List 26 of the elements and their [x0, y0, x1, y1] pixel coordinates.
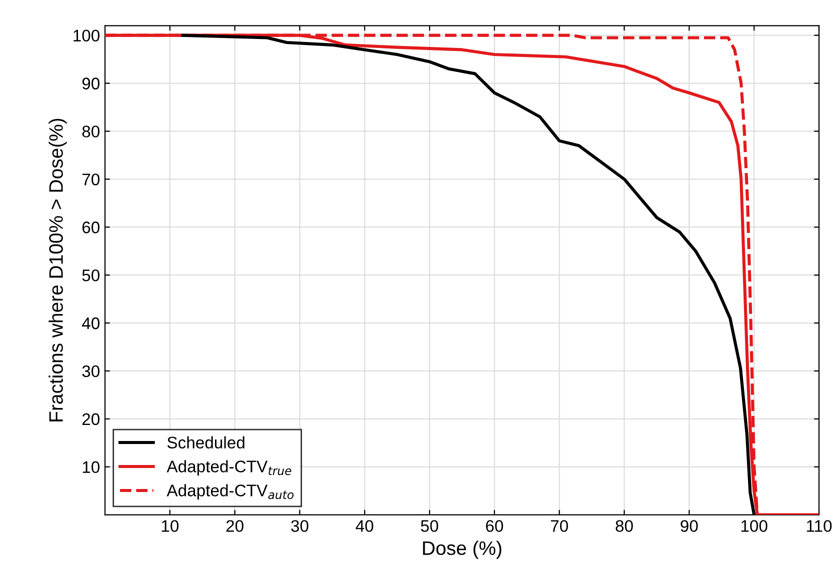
x-tick-label: 10	[162, 520, 179, 532]
x-tick-label: 70	[550, 520, 568, 532]
x-tick-label: 40	[356, 520, 374, 532]
x-tick-label: 20	[226, 520, 244, 532]
y-tick-label: 90	[82, 78, 100, 90]
y-axis-title: Fractions where D100% > Dose(%)	[48, 118, 67, 422]
legend-label: Adapted-CTV$_{true}$	[166, 460, 292, 476]
x-tick-label: 30	[291, 520, 308, 532]
x-tick-label: 50	[420, 520, 438, 532]
y-tick-label: 80	[82, 126, 100, 138]
y-tick-label: 10	[82, 461, 100, 474]
y-tick-label: 40	[82, 317, 100, 330]
y-tick-label: 60	[82, 222, 100, 234]
y-tick-label: 70	[82, 174, 100, 186]
legend-label: Scheduled	[167, 436, 244, 449]
legend-label: Adapted-CTV$_{auto}$	[166, 484, 294, 500]
x-axis-title: Dose (%)	[423, 540, 502, 559]
x-tick-label: 60	[486, 520, 504, 532]
x-tick-label: 110	[806, 520, 832, 532]
y-tick-label: 50	[82, 269, 100, 282]
x-tick-label: 100	[741, 520, 768, 532]
y-tick-label: 30	[82, 365, 100, 378]
x-tick-label: 80	[616, 520, 633, 532]
y-tick-label: 100	[74, 30, 100, 42]
y-tick-label: 20	[82, 413, 100, 426]
x-tick-label: 90	[680, 520, 698, 532]
